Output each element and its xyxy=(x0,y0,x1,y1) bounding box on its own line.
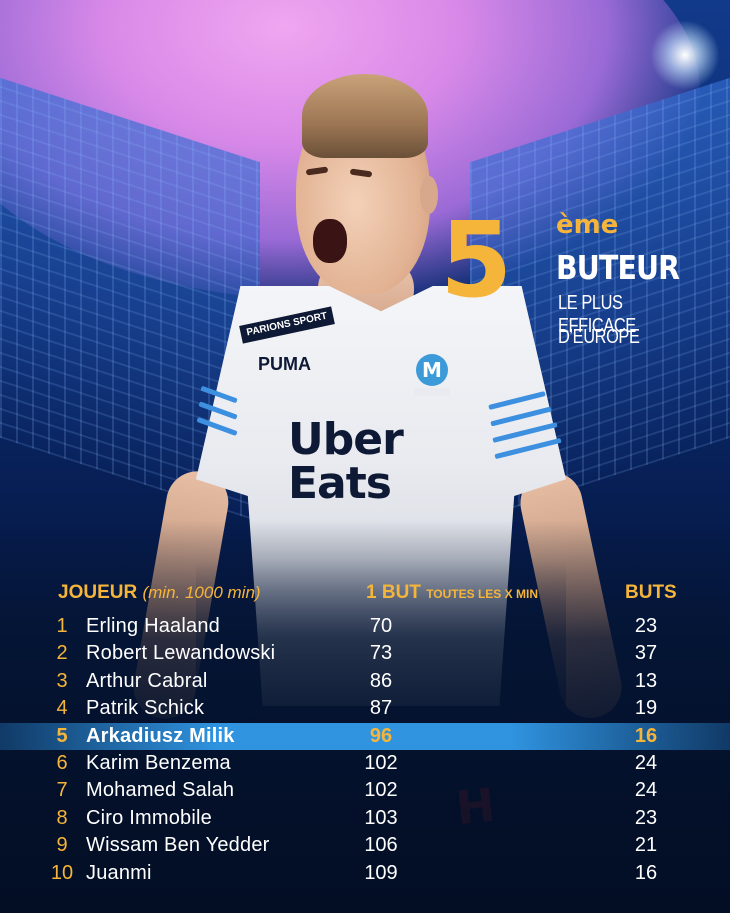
row-goals: 16 xyxy=(634,861,658,884)
headline-rank-suffix: ème xyxy=(556,210,619,240)
jersey-sponsor-line1: Uber xyxy=(288,414,404,465)
table-row: 8 Ciro Immobile 103 23 xyxy=(0,805,730,832)
row-rank: 6 xyxy=(56,752,68,774)
row-player-name: Mohamed Salah xyxy=(86,779,235,802)
table-row: 9 Wissam Ben Yedder 106 21 xyxy=(0,832,730,859)
header-player-note: (min. 1000 min) xyxy=(142,583,261,602)
row-minutes-per-goal: 87 xyxy=(369,697,393,720)
row-minutes-per-goal: 70 xyxy=(369,615,393,637)
svg-text:M: M xyxy=(422,358,442,382)
header-minutes-main: 1 BUT xyxy=(366,582,421,603)
row-minutes-per-goal: 103 xyxy=(364,806,398,829)
row-goals: 24 xyxy=(634,752,658,774)
row-rank: 4 xyxy=(56,697,68,720)
table-row: 10 Juanmi 109 16 xyxy=(0,860,730,887)
row-rank: 10 xyxy=(50,861,74,884)
row-player-name: Juanmi xyxy=(86,861,152,884)
row-rank: 1 xyxy=(56,615,68,637)
row-player-name: Arkadiusz Milik xyxy=(86,724,235,747)
row-minutes-per-goal: 96 xyxy=(369,724,393,747)
row-goals: 24 xyxy=(634,779,658,802)
row-goals: 13 xyxy=(634,669,658,692)
header-minutes-small: TOUTES LES X MIN xyxy=(426,587,538,601)
row-player-name: Erling Haaland xyxy=(86,615,220,637)
row-rank: 8 xyxy=(56,806,68,829)
table-row: 2 Robert Lewandowski 73 37 xyxy=(0,640,730,667)
row-player-name: Arthur Cabral xyxy=(86,669,208,692)
row-minutes-per-goal: 106 xyxy=(364,834,398,857)
row-player-name: Karim Benzema xyxy=(86,752,231,774)
row-goals: 23 xyxy=(634,806,658,829)
header-minutes: 1 BUT TOUTES LES X MIN xyxy=(366,582,538,604)
row-goals: 16 xyxy=(634,724,658,747)
player-hair xyxy=(302,74,428,158)
jersey-sponsor: Uber Eats xyxy=(288,418,458,506)
row-minutes-per-goal: 73 xyxy=(369,642,393,665)
header-player: JOUEUR (min. 1000 min) xyxy=(58,582,261,604)
header-goals: BUTS xyxy=(625,582,677,603)
headline-line1: LE PLUS EFFICACE xyxy=(558,292,636,337)
player-mouth xyxy=(313,219,347,263)
row-goals: 37 xyxy=(634,642,658,665)
row-rank: 3 xyxy=(56,669,68,692)
row-player-name: Ciro Immobile xyxy=(86,806,212,829)
headline-line2: D’EUROPE xyxy=(558,326,640,348)
row-player-name: Wissam Ben Yedder xyxy=(86,834,270,857)
row-minutes-per-goal: 102 xyxy=(364,779,398,802)
headline-word: BUTEUR xyxy=(556,248,680,287)
header-player-label: JOUEUR xyxy=(58,582,138,603)
row-player-name: Patrik Schick xyxy=(86,697,205,720)
table-row: 4 Patrik Schick 87 19 xyxy=(0,695,730,722)
table-row: 7 Mohamed Salah 102 24 xyxy=(0,777,730,804)
floodlight xyxy=(650,20,720,90)
bottom-fade xyxy=(0,520,730,913)
player-ear xyxy=(420,176,438,214)
row-minutes-per-goal: 102 xyxy=(364,752,398,774)
table-row: 5 Arkadiusz Milik 96 16 xyxy=(0,722,730,750)
row-player-name: Robert Lewandowski xyxy=(86,642,276,665)
table-row: 3 Arthur Cabral 86 13 xyxy=(0,668,730,695)
row-goals: 23 xyxy=(634,615,658,637)
row-minutes-per-goal: 109 xyxy=(364,861,398,884)
row-rank: 9 xyxy=(56,834,68,857)
kit-brand-logo: PUMA xyxy=(258,354,311,374)
row-rank: 5 xyxy=(56,724,68,747)
row-rank: 7 xyxy=(56,779,68,802)
club-crest-icon: M xyxy=(414,354,450,396)
row-rank: 2 xyxy=(56,642,68,665)
row-minutes-per-goal: 86 xyxy=(369,669,393,692)
table-row: 1 Erling Haaland 70 23 xyxy=(0,613,730,640)
row-goals: 19 xyxy=(634,697,658,720)
jersey-sponsor-line2: Eats xyxy=(288,458,392,509)
row-goals: 21 xyxy=(634,834,658,857)
headline-rank: 5 xyxy=(440,199,513,321)
table-row: 6 Karim Benzema 102 24 xyxy=(0,750,730,777)
